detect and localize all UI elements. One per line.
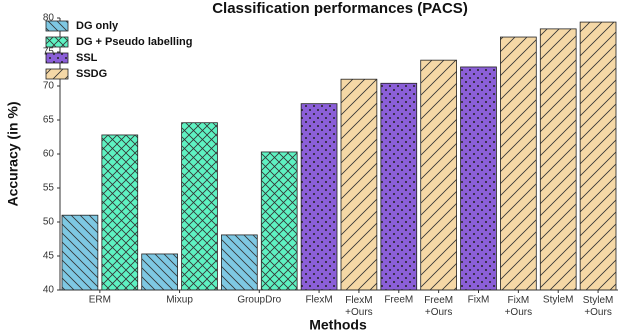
bar-hatch: [141, 253, 178, 290]
bar-hatch: [420, 60, 457, 290]
bar-hatch: [460, 66, 497, 291]
x-tick-label: StyleM: [543, 295, 574, 306]
chart-title: Classification performances (PACS): [212, 0, 468, 17]
x-tick-label: FreeM +Ours: [424, 295, 453, 318]
bar-hatch: [261, 151, 298, 290]
legend-label: SSDG: [76, 68, 107, 80]
legend-label: DG + Pseudo labelling: [76, 36, 192, 48]
bar-hatch: [181, 122, 218, 290]
x-tick-label: FlexM: [305, 295, 332, 306]
bar-hatch: [341, 79, 377, 290]
y-tick-label: 60: [43, 149, 55, 160]
y-axis-label: Accuracy (in %): [5, 101, 21, 206]
x-tick-label: FixM +Ours: [505, 295, 533, 318]
y-tick-label: 50: [43, 217, 55, 228]
bar-hatch: [540, 28, 577, 290]
y-tick-label: 40: [43, 285, 55, 296]
y-tick-label: 75: [43, 47, 55, 58]
x-tick-label: FlexM +Ours: [345, 295, 373, 318]
bar-hatch: [221, 234, 258, 290]
bar-hatch: [101, 134, 138, 290]
bar-hatch: [500, 37, 537, 290]
y-tick-label: 70: [43, 81, 55, 92]
legend-swatch-hatch: [46, 21, 68, 31]
bar-hatch: [301, 103, 337, 291]
y-tick-label: 65: [43, 115, 55, 126]
legend-swatch-hatch: [46, 53, 68, 63]
legend-label: SSL: [76, 52, 98, 64]
legend-label: DG only: [76, 20, 119, 32]
x-tick-label: FixM: [468, 295, 490, 306]
legend-swatch-hatch: [46, 69, 68, 79]
legend-swatch-hatch: [46, 37, 68, 47]
bar-hatch: [62, 215, 98, 290]
y-tick-label: 80: [43, 13, 55, 24]
x-tick-label: GroupDro: [237, 295, 281, 306]
y-tick-label: 55: [43, 183, 55, 194]
x-axis-label: Methods: [309, 317, 367, 333]
bar-hatch: [580, 22, 616, 291]
x-tick-label: FreeM: [384, 295, 413, 306]
y-tick-label: 45: [43, 251, 55, 262]
x-tick-label: ERM: [89, 295, 111, 306]
bar-hatch: [380, 83, 417, 290]
x-tick-label: Mixup: [166, 295, 193, 306]
x-tick-label: StyleM +Ours: [583, 295, 614, 318]
